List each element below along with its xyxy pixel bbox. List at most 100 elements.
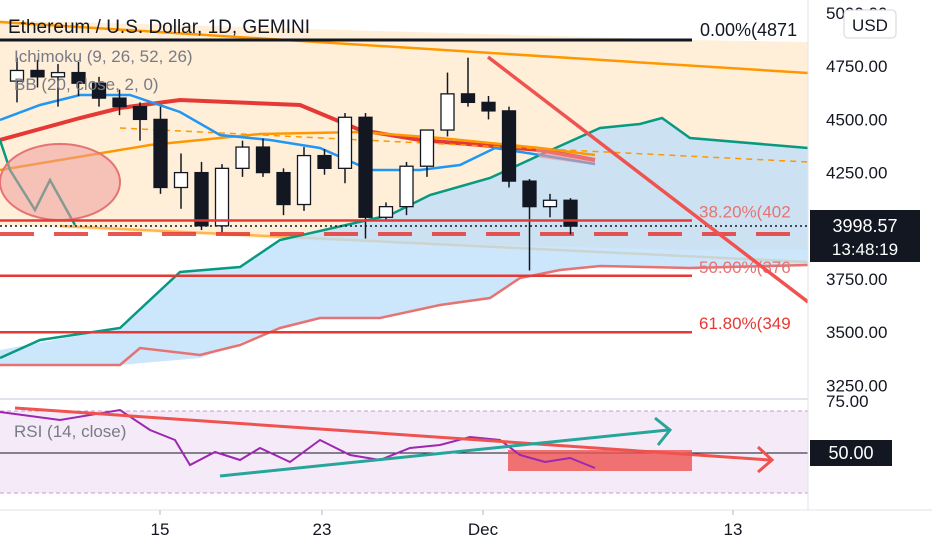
candles [9, 57, 578, 271]
rsi-value-badge [810, 440, 892, 466]
ichimoku-indicator-label[interactable]: Ichimoku (9, 26, 52, 26) [14, 47, 193, 66]
candle-3 [71, 61, 86, 96]
rsi-value: 50.00 [828, 443, 873, 463]
candle-17 [358, 113, 373, 239]
candle-body-6 [132, 105, 148, 121]
candle-20 [419, 129, 435, 177]
candle-26 [542, 193, 558, 218]
candle-24 [501, 106, 517, 188]
candle-body-14 [296, 154, 312, 206]
time-tick-2: Dec [468, 520, 499, 539]
candle-body-4 [91, 82, 107, 99]
candle-13 [276, 168, 291, 216]
triangle-shape [535, 148, 595, 165]
price-tick-3: 4250.00 [826, 164, 887, 183]
candle-4 [91, 76, 107, 107]
basis-dashed-extension [119, 127, 808, 163]
candle-25 [522, 178, 537, 271]
candle-10 [214, 164, 230, 233]
candle-6 [132, 102, 148, 141]
candle-body-2 [50, 71, 66, 78]
channel-upper-line [0, 20, 808, 75]
candle-body-17 [358, 116, 373, 218]
price-tick-4: 3750.00 [826, 270, 887, 289]
fib-label-0: 0.00%(4871 [700, 20, 797, 40]
candle-body-0 [9, 69, 25, 82]
candle-body-5 [112, 97, 127, 108]
price-tick-5: 3500.00 [826, 323, 887, 342]
candle-8 [173, 153, 189, 209]
time-tick-1: 23 [313, 520, 332, 539]
candle-body-15 [317, 154, 332, 169]
rsi-axis-top-tick: 75.00 [826, 392, 869, 411]
currency-button-label: USD [852, 16, 888, 35]
senkou-span-a [0, 116, 808, 360]
ichimoku-cloud [0, 118, 808, 365]
price-tick-2: 4500.00 [826, 110, 887, 129]
candle-19 [399, 161, 414, 216]
candle-16 [337, 113, 353, 184]
candle-body-3 [71, 71, 86, 84]
time-tick-0: 15 [151, 520, 170, 539]
candle-body-13 [276, 171, 291, 206]
candle-body-16 [337, 116, 353, 169]
rsi-downtrend-line [14, 406, 771, 462]
candle-12 [255, 138, 271, 177]
rsi-arrow-teal [654, 416, 673, 446]
candle-22 [460, 57, 476, 107]
candle-9 [194, 161, 209, 231]
candle-0 [9, 57, 25, 103]
fib-label-3: 61.80%(349 [699, 314, 791, 333]
candle-18 [378, 202, 394, 222]
fib-label-2: 50.00%(376 [699, 258, 791, 277]
candle-21 [440, 72, 455, 137]
candle-14 [296, 147, 312, 211]
rsi-arrow-red [756, 445, 775, 474]
candle-body-12 [255, 146, 271, 174]
bar-countdown: 13:48:19 [832, 240, 898, 259]
bollinger-indicator-label[interactable]: BB (20, close, 2, 0) [14, 75, 159, 94]
candle-body-26 [542, 199, 558, 208]
candle-body-25 [522, 180, 537, 208]
candle-body-24 [501, 110, 517, 182]
candle-body-27 [563, 199, 578, 227]
candle-body-23 [481, 101, 496, 112]
main-pane[interactable]: 0.00%(4871 38.20%(402 50.00%(376 61.80%(349 [0, 20, 808, 367]
time-tick-3: 13 [724, 520, 743, 539]
candle-body-22 [460, 93, 476, 104]
candle-body-20 [419, 129, 435, 167]
candle-body-7 [153, 118, 168, 189]
candle-body-9 [194, 171, 209, 227]
current-price-value: 3998.57 [832, 216, 897, 236]
candle-15 [317, 149, 332, 175]
candle-5 [112, 89, 127, 116]
highlight-ellipse [0, 143, 121, 221]
price-tick-6: 3250.00 [826, 376, 887, 395]
downtrend-line[interactable] [486, 55, 808, 304]
candle-11 [235, 140, 250, 177]
rsi-pane[interactable] [0, 406, 808, 494]
chart-title: Ethereum / U.S. Dollar, 1D, GEMINI [8, 17, 310, 38]
rsi-uptrend-line [219, 428, 669, 478]
tenkan-line [0, 93, 596, 172]
price-tick-1: 4750.00 [826, 57, 887, 76]
candle-body-19 [399, 165, 414, 208]
candle-23 [481, 95, 496, 120]
candle-body-18 [378, 205, 394, 218]
candle-7 [153, 106, 168, 194]
rsi-indicator-label[interactable]: RSI (14, close) [14, 422, 126, 441]
rsi-highlight-box [508, 450, 692, 471]
candle-body-10 [214, 167, 230, 227]
senkou-span-b [0, 263, 808, 367]
current-price-badge [810, 210, 920, 262]
candle-body-21 [440, 93, 455, 131]
currency-button[interactable] [843, 9, 897, 39]
rsi-line [0, 408, 596, 469]
candle-body-11 [235, 146, 250, 169]
candle-body-8 [173, 171, 189, 189]
candle-2 [50, 64, 66, 107]
fib-label-1: 38.20%(402 [699, 202, 791, 221]
candle-body-1 [30, 69, 45, 78]
time-axis[interactable]: 15 23 Dec 13 [151, 510, 743, 539]
